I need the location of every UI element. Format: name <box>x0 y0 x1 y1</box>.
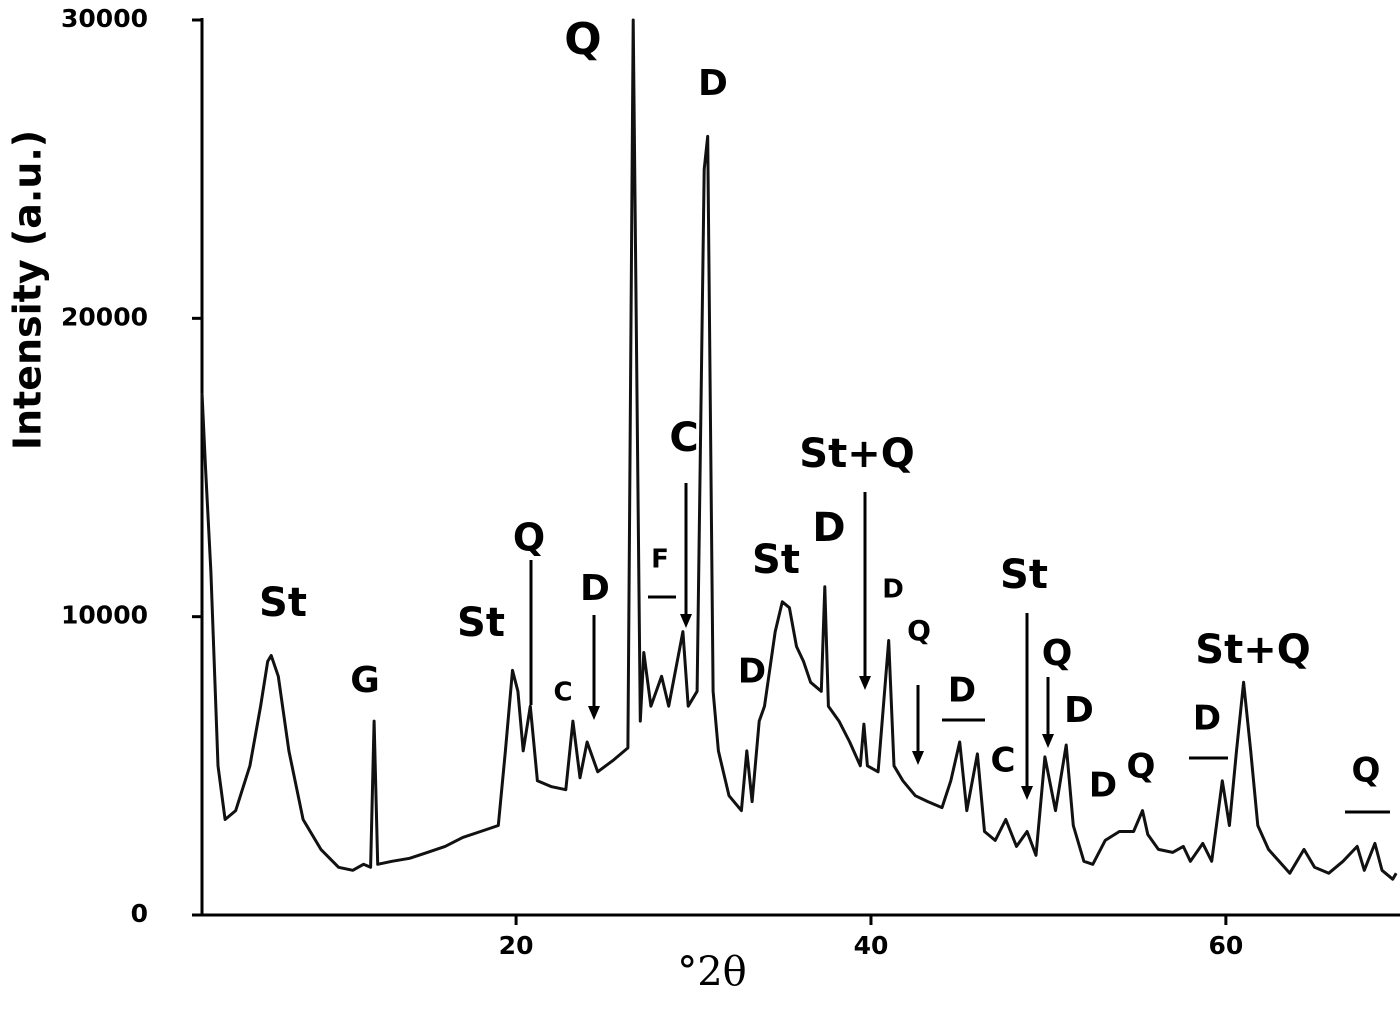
peak-label: Q <box>907 614 931 647</box>
x-tick-label: 60 <box>1208 931 1243 960</box>
peak-label: D <box>1089 766 1117 806</box>
arrow-head <box>912 751 924 765</box>
x-axis-label: °2θ <box>677 949 747 995</box>
peak-label: D <box>738 652 766 692</box>
peak-label: G <box>350 660 380 701</box>
y-tick-label: 20000 <box>61 302 148 331</box>
y-tick-label: 0 <box>131 899 148 928</box>
y-tick-label: 30000 <box>61 4 148 33</box>
peak-label: C <box>991 741 1016 781</box>
peak-label: St <box>752 537 800 583</box>
peak-label: D <box>812 505 845 551</box>
peak-label: D <box>948 671 976 711</box>
peak-label: St <box>1000 552 1048 598</box>
peak-label: C <box>669 415 698 461</box>
peak-label: C <box>553 678 572 708</box>
y-tick-label: 10000 <box>61 601 148 630</box>
peak-label: Q <box>1042 633 1073 674</box>
peak-label: D <box>1193 699 1221 739</box>
peak-label: D <box>882 575 904 605</box>
peak-label: Q <box>564 14 601 65</box>
peak-label: St <box>259 580 307 626</box>
pattern-line <box>200 18 1398 881</box>
peak-label: Q <box>1352 751 1381 791</box>
peak-label: Q <box>1127 747 1156 787</box>
arrow-head <box>1021 786 1033 800</box>
peak-label: St+Q <box>799 431 914 477</box>
peak-label: Q <box>513 516 545 560</box>
arrow-head <box>1042 734 1054 748</box>
peak-label: D <box>698 63 728 104</box>
peak-label: D <box>1064 690 1094 731</box>
peak-label: St <box>457 600 505 646</box>
x-tick-label: 40 <box>854 931 889 960</box>
x-tick-label: 20 <box>499 931 534 960</box>
peak-label: F <box>651 545 669 575</box>
arrow-head <box>588 706 600 720</box>
peak-label: D <box>580 568 610 609</box>
arrow-head <box>859 676 871 690</box>
peak-label: St+Q <box>1195 627 1310 673</box>
y-axis-label: Intensity (a.u.) <box>6 130 50 450</box>
arrow-head <box>680 614 692 628</box>
